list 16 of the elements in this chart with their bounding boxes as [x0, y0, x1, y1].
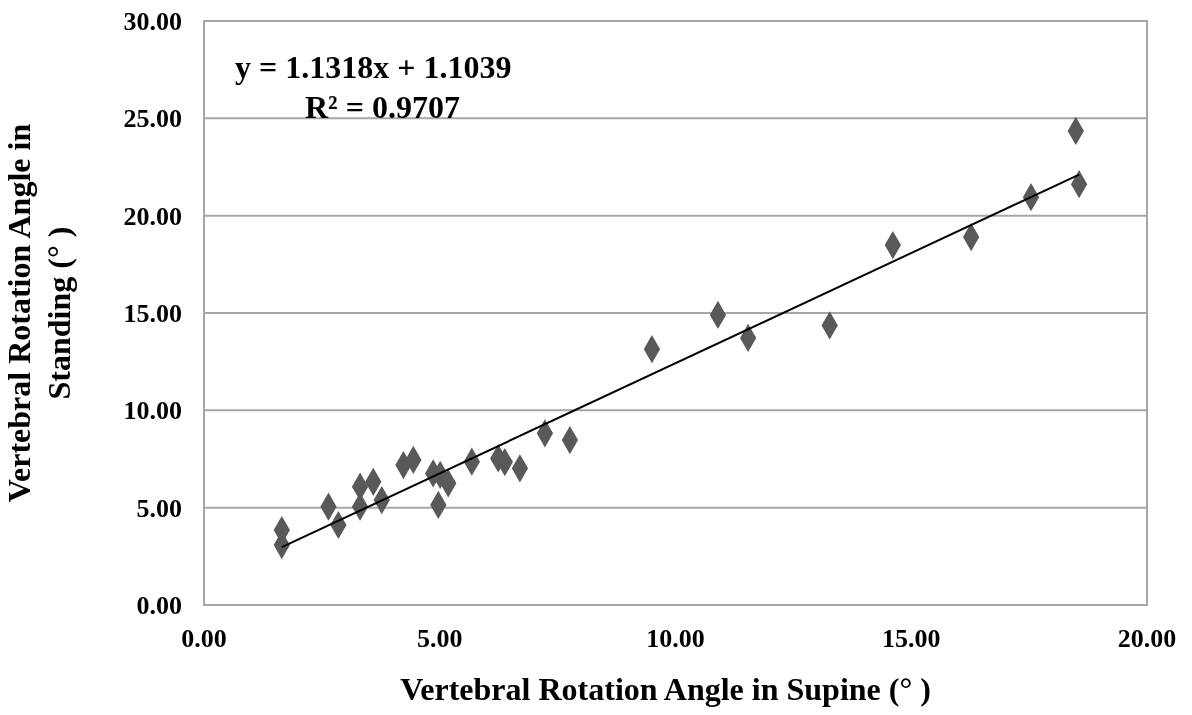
x-tick-label: 5.00	[417, 624, 463, 653]
x-tick-label: 15.00	[882, 624, 941, 653]
y-tick-label: 0.00	[136, 591, 182, 621]
x-tick-label: 0.00	[181, 624, 227, 653]
annotation: R² = 0.9707	[305, 89, 460, 125]
y-tick-label: 15.00	[123, 299, 182, 329]
y-tick-label: 25.00	[123, 104, 182, 134]
annotation: y = 1.1318x + 1.1039	[235, 49, 512, 85]
y-tick-label: 10.00	[123, 396, 182, 426]
y-tick-label: 5.00	[136, 493, 182, 523]
x-tick-label: 10.00	[646, 624, 705, 653]
y-tick-label: 20.00	[123, 201, 182, 231]
y-tick-label: 30.00	[123, 7, 182, 37]
y-axis-title: Vertebral Rotation Angle in Standing (° )	[1, 123, 77, 503]
x-axis-title: Vertebral Rotation Angle in Supine (° )	[400, 671, 931, 707]
x-tick-label: 20.00	[1117, 624, 1177, 653]
